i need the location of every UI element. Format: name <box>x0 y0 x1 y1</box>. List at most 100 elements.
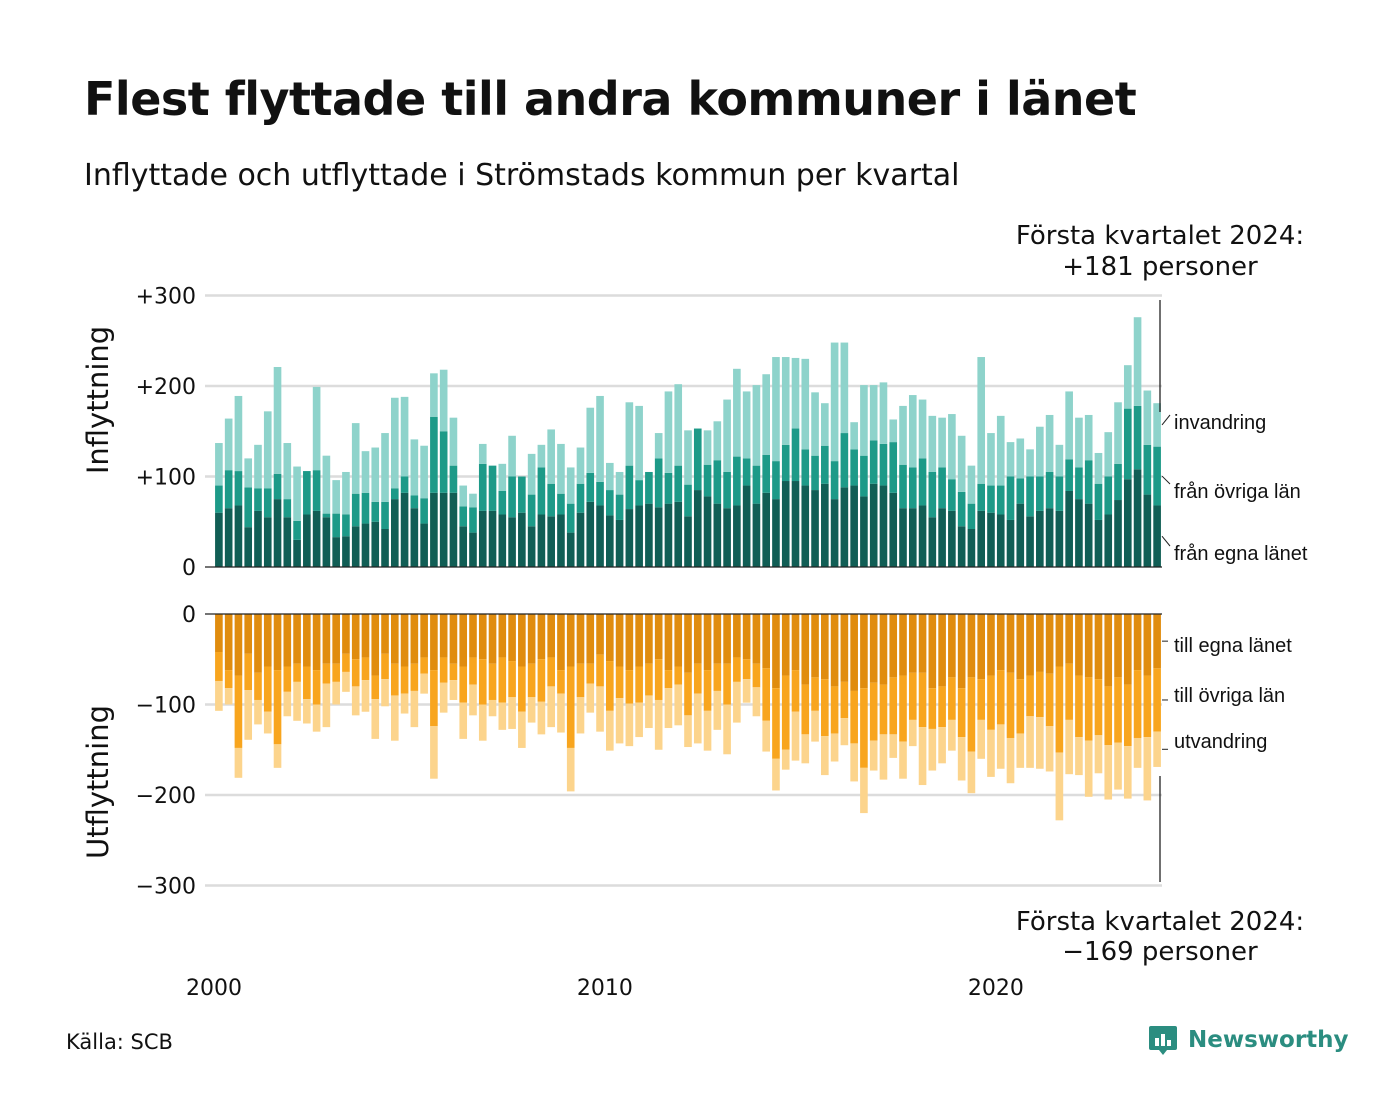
bar-segment <box>1084 614 1093 678</box>
bar-segment <box>576 663 585 698</box>
y-tick-label: −200 <box>136 784 196 809</box>
bar-segment <box>869 483 878 567</box>
bar-segment <box>1133 670 1142 738</box>
bar-segment <box>928 517 937 567</box>
bar-segment <box>879 485 888 567</box>
bar-segment <box>996 670 1005 725</box>
bar-segment <box>938 614 946 687</box>
bar-segment <box>537 659 546 702</box>
bar-segment <box>410 614 419 664</box>
bar-segment <box>811 455 819 491</box>
bar-segment <box>733 657 741 682</box>
bar-segment <box>772 461 780 500</box>
bar-segment <box>283 517 292 567</box>
bar-segment <box>987 433 995 486</box>
bar-segment <box>478 704 487 741</box>
bar-segment <box>860 688 868 768</box>
bar-segment <box>830 614 839 687</box>
bar-segment <box>908 614 917 673</box>
bar-segment <box>459 506 468 527</box>
bar-segment <box>439 682 448 713</box>
bar-segment <box>527 614 536 664</box>
bar-segment <box>762 374 770 455</box>
bar-segment <box>713 421 722 461</box>
bar-segment <box>586 501 595 567</box>
bar-segment <box>899 464 907 509</box>
bar-segment <box>752 503 761 567</box>
bar-segment <box>234 505 243 567</box>
bar-segment <box>596 395 604 482</box>
bar-segment <box>342 671 350 692</box>
bar-segment <box>215 680 223 711</box>
bar-segment <box>244 458 253 488</box>
bar-segment <box>1016 614 1025 680</box>
bar-segment <box>234 395 243 472</box>
bar-segment <box>830 499 839 567</box>
bar-segment <box>703 710 712 751</box>
bar-segment <box>410 663 419 691</box>
bar-segment <box>527 663 536 698</box>
bar-segment <box>537 514 546 567</box>
bar-segment <box>361 680 370 712</box>
bar-segment <box>1094 679 1103 736</box>
bar-segment <box>439 657 448 683</box>
bar-segment <box>459 702 468 739</box>
bar-segment <box>293 520 301 540</box>
bar-segment <box>361 657 370 681</box>
bar-segment <box>899 741 907 779</box>
bar-segment <box>449 614 458 664</box>
bar-segment <box>830 686 839 734</box>
bar-segment <box>518 476 526 513</box>
bar-segment <box>263 517 272 567</box>
utflyttning-bars <box>215 614 1161 821</box>
bar-segment <box>537 467 546 515</box>
bar-segment <box>664 503 673 567</box>
bar-segment <box>1045 726 1054 772</box>
bar-segment <box>918 614 927 673</box>
bar-segment <box>1065 459 1073 491</box>
bar-segment <box>273 744 282 768</box>
annotation-text: Första kvartalet 2024: <box>1016 221 1304 251</box>
bar-segment <box>1075 675 1083 738</box>
bar-segment <box>332 663 340 682</box>
bar-segment <box>1084 503 1093 567</box>
bar-segment <box>733 456 741 506</box>
annotation-text: Första kvartalet 2024: <box>1016 907 1304 937</box>
bar-segment <box>566 614 575 667</box>
bar-segment <box>879 684 888 735</box>
bar-segment <box>498 657 507 703</box>
bar-segment <box>1036 426 1044 477</box>
bar-segment <box>606 515 614 567</box>
bar-segment <box>840 342 849 434</box>
bar-segment <box>381 679 389 707</box>
bar-segment <box>1036 476 1044 511</box>
bar-segment <box>674 501 683 567</box>
bar-segment <box>811 490 819 567</box>
bar-segment <box>420 673 428 694</box>
bar-segment <box>566 747 575 792</box>
bar-segment <box>322 614 331 664</box>
bar-segment <box>733 614 741 658</box>
bar-segment <box>566 666 575 748</box>
bar-segment <box>332 681 340 705</box>
bar-segment <box>674 614 683 667</box>
bar-segment <box>351 493 360 527</box>
bar-segment <box>1016 733 1025 768</box>
bar-segment <box>928 688 937 729</box>
bar-segment <box>1075 737 1083 776</box>
bar-segment <box>215 614 223 653</box>
bar-segment <box>1036 671 1044 718</box>
bar-segment <box>1114 614 1122 678</box>
bar-segment <box>772 688 780 759</box>
bar-segment <box>606 710 614 751</box>
bar-segment <box>615 614 624 667</box>
bar-segment <box>635 614 643 667</box>
bar-segment <box>478 659 487 705</box>
bar-segment <box>889 614 898 678</box>
bar-segment <box>263 488 272 518</box>
bar-segment <box>918 727 927 786</box>
bar-segment <box>234 675 243 748</box>
y-tick-label: −100 <box>136 694 196 719</box>
bar-segment <box>390 397 399 489</box>
bar-segment <box>488 510 497 567</box>
